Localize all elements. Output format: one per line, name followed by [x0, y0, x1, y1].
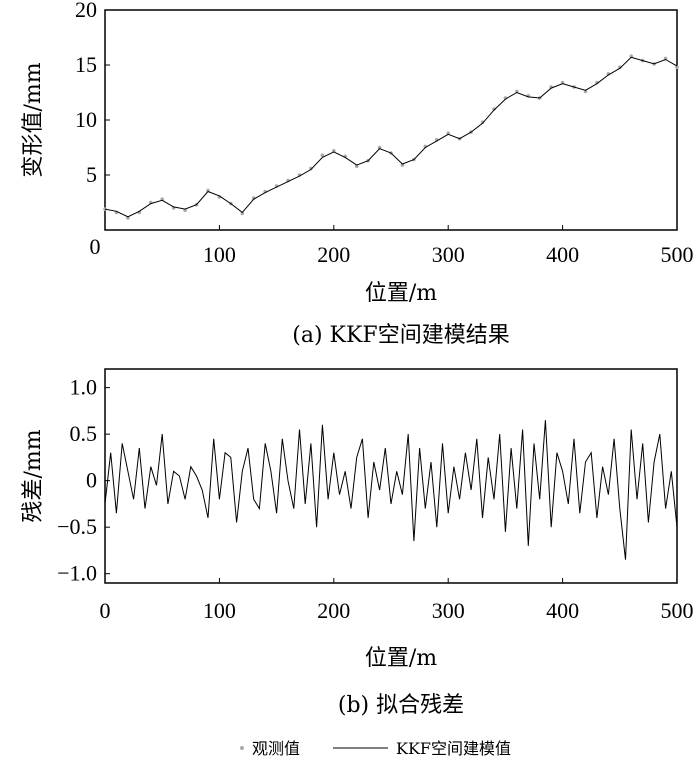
chart-b-plot-frame	[104, 368, 678, 584]
chart-a-ylabel: 变形值/mm	[21, 62, 46, 177]
chart-a-xtick-label: 100	[203, 242, 236, 267]
chart-a-marks	[103, 54, 679, 220]
chart-b-ytick-label: −0.5	[57, 514, 97, 539]
chart-b-ytick-label: 0	[86, 468, 97, 493]
chart-a-xtick-label: 200	[317, 242, 350, 267]
chart-b: 0 100 200 300 400 500 −1.0 −0.5 0 0.5 1.0 残差/mm 位置…	[21, 368, 694, 718]
chart-a-ytick-label: 10	[75, 107, 97, 132]
chart-a-observed-point	[320, 153, 325, 157]
chart-b-caption: (b) 拟合残差	[338, 693, 464, 718]
chart-a-observed-point	[400, 163, 405, 167]
chart-b-xtick-label: 100	[203, 598, 236, 623]
chart-a-observed-point	[446, 131, 451, 135]
chart-a-ytick-label: 15	[75, 52, 97, 77]
chart-b-ytick-label: 0.5	[70, 421, 98, 446]
chart-a-observed-point	[354, 164, 359, 168]
chart-a-plot-frame	[104, 9, 678, 231]
chart-b-xtick-label: 500	[661, 598, 694, 623]
chart-a-ticks: 100 200 300 400 500 0 5 10 15 20	[75, 0, 694, 267]
chart-a-origin-label: 0	[90, 234, 101, 259]
chart-a-xtick-label: 500	[661, 242, 694, 267]
chart-b-ticks: 0 100 200 300 400 500 −1.0 −0.5 0 0.5 1.0	[57, 375, 693, 623]
legend: 观测值 KKF空间建模值	[240, 739, 511, 758]
legend-observed-marker	[240, 746, 244, 750]
chart-a-xtick-label: 300	[432, 242, 465, 267]
chart-b-xtick-label: 400	[546, 598, 579, 623]
legend-model-label: KKF空间建模值	[396, 739, 511, 758]
chart-b-xtick-label: 0	[100, 598, 111, 623]
chart-a-observed-point	[309, 166, 313, 171]
chart-a-observed-point	[675, 65, 679, 69]
chart-b-ylabel: 残差/mm	[21, 429, 46, 522]
chart-a-caption: (a) KKF空间建模结果	[292, 323, 509, 348]
chart-b-xlabel: 位置/m	[365, 646, 437, 671]
chart-a-observed-point	[663, 56, 668, 61]
chart-a-observed-point	[240, 211, 245, 216]
chart-b-xtick-label: 200	[317, 598, 350, 623]
chart-a-xtick-label: 400	[546, 242, 579, 267]
chart-a-observed-point	[126, 216, 130, 220]
chart-a-series-line-1	[104, 56, 678, 218]
chart-a-ytick-label: 20	[75, 0, 97, 22]
chart-a-ytick-label: 5	[86, 162, 97, 187]
chart-b-ytick-label: −1.0	[57, 561, 97, 586]
chart-a: 100 200 300 400 500 0 5 10 15 20 变形值/mm 位置/m (a) …	[21, 0, 694, 348]
chart-a-observed-point	[480, 120, 485, 124]
chart-b-marks	[104, 420, 678, 560]
chart-a-observed-point	[515, 89, 519, 94]
chart-b-series-line-0	[104, 420, 678, 560]
chart-b-ytick-label: 1.0	[70, 375, 98, 400]
chart-a-xlabel: 位置/m	[365, 281, 437, 306]
legend-observed-label: 观测值	[252, 739, 300, 758]
chart-a-observed-point	[332, 149, 336, 153]
chart-b-xtick-label: 300	[432, 598, 465, 623]
